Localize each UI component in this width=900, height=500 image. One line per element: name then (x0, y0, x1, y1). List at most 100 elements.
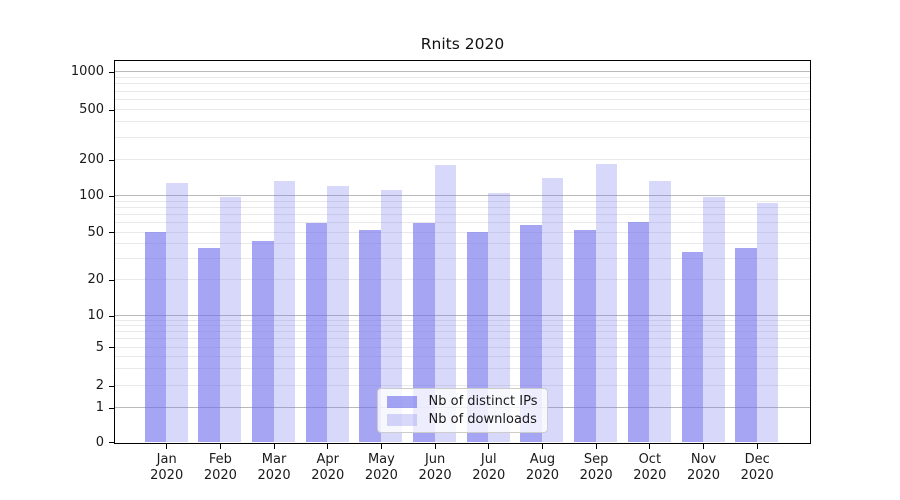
x-tick-label-jun: Jun 2020 (418, 452, 452, 483)
bar-downloads-nov (703, 197, 725, 442)
y-tick-mark-1000 (109, 71, 114, 73)
minor-gridline-500 (115, 109, 810, 110)
x-tick-label-may: May 2020 (364, 452, 398, 483)
x-tick-mark-aug (541, 444, 543, 449)
legend-swatch-distinct-ips (386, 395, 417, 408)
x-tick-mark-jan (166, 444, 168, 449)
plot-area: Nb of distinct IPs Nb of downloads (114, 60, 811, 444)
y-tick-mark-10 (109, 315, 114, 317)
minor-gridline-30 (115, 258, 810, 260)
minor-gridline-3 (115, 368, 810, 370)
minor-gridline-2 (115, 385, 810, 386)
minor-gridline-8 (115, 325, 810, 327)
x-tick-mark-may (380, 444, 382, 449)
grid-layer (115, 61, 810, 443)
x-tick-mark-nov (703, 444, 704, 449)
legend-item-distinct-ips: Nb of distinct IPs (386, 394, 538, 409)
minor-gridline-6 (115, 338, 810, 340)
bar-distinct-ips-may (359, 230, 381, 442)
bar-downloads-sep (595, 163, 618, 442)
minor-gridline-200 (115, 159, 810, 160)
bar-distinct-ips-jan (144, 232, 167, 442)
major-gridline-100 (115, 195, 810, 196)
bar-layer (115, 61, 810, 443)
x-tick-label-sep: Sep 2020 (579, 452, 613, 483)
bar-distinct-ips-dec (735, 247, 757, 442)
minor-gridline-70 (115, 213, 810, 215)
x-tick-label-jan: Jan 2020 (150, 452, 184, 483)
legend-label-distinct-ips: Nb of distinct IPs (428, 394, 538, 409)
bar-downloads-jul (488, 192, 510, 442)
x-tick-label-dec: Dec 2020 (740, 452, 774, 483)
minor-gridline-600 (115, 99, 810, 100)
bar-downloads-jun (434, 165, 457, 442)
legend-item-downloads: Nb of downloads (386, 412, 538, 427)
bar-distinct-ips-feb (198, 247, 220, 442)
bar-distinct-ips-aug (520, 225, 542, 442)
minor-gridline-40 (115, 243, 810, 245)
x-tick-mark-sep (595, 444, 597, 449)
y-tick-mark-200 (109, 159, 114, 161)
x-tick-mark-mar (273, 444, 275, 449)
y-tick-label-2: 2 (95, 378, 104, 393)
minor-gridline-80 (115, 206, 810, 208)
y-tick-mark-0 (109, 442, 114, 443)
x-tick-mark-feb (219, 444, 221, 449)
bar-downloads-aug (541, 178, 564, 442)
x-tick-mark-oct (649, 444, 651, 449)
x-tick-label-jul: Jul 2020 (472, 452, 506, 483)
y-tick-mark-5 (109, 347, 114, 349)
y-tick-label-200: 200 (79, 152, 104, 167)
bar-distinct-ips-jun (413, 223, 435, 442)
chart-title: Rnits 2020 (420, 35, 505, 53)
minor-gridline-50 (115, 231, 810, 233)
bar-distinct-ips-oct (627, 221, 650, 442)
y-tick-label-5: 5 (95, 339, 104, 355)
bar-downloads-dec (756, 203, 779, 442)
minor-gridline-7 (115, 331, 810, 333)
legend-label-downloads: Nb of downloads (428, 412, 537, 427)
y-tick-label-0: 0 (95, 434, 104, 450)
x-tick-label-aug: Aug 2020 (525, 452, 559, 483)
x-tick-label-apr: Apr 2020 (311, 452, 345, 483)
x-tick-label-mar: Mar 2020 (257, 452, 291, 483)
x-tick-mark-apr (327, 444, 329, 449)
y-tick-label-100: 100 (79, 188, 104, 203)
y-tick-mark-500 (109, 109, 114, 111)
bar-downloads-may (380, 189, 403, 442)
minor-gridline-20 (115, 279, 810, 280)
y-tick-mark-100 (109, 195, 114, 197)
x-tick-label-nov: Nov 2020 (686, 452, 721, 483)
major-gridline-1000 (115, 71, 810, 72)
y-tick-label-1: 1 (95, 400, 104, 416)
minor-gridline-400 (115, 121, 810, 123)
minor-gridline-5 (115, 346, 810, 348)
bar-downloads-feb (219, 197, 242, 442)
bar-downloads-mar (273, 180, 296, 442)
y-tick-mark-1 (109, 407, 114, 409)
minor-gridline-300 (115, 136, 810, 138)
y-tick-label-50: 50 (87, 224, 104, 240)
y-tick-mark-50 (109, 232, 114, 234)
minor-gridline-800 (115, 83, 810, 85)
minor-gridline-60 (115, 222, 810, 224)
bar-distinct-ips-mar (252, 241, 274, 442)
y-tick-label-20: 20 (87, 272, 104, 287)
bar-distinct-ips-sep (574, 230, 596, 442)
x-tick-mark-jul (488, 444, 490, 449)
minor-gridline-900 (115, 76, 810, 78)
bar-distinct-ips-apr (305, 222, 328, 442)
x-tick-label-oct: Oct 2020 (633, 452, 667, 483)
bar-distinct-ips-nov (681, 252, 703, 442)
bar-downloads-oct (649, 181, 671, 442)
bar-downloads-jan (166, 183, 188, 442)
y-tick-label-10: 10 (87, 308, 104, 323)
y-tick-mark-20 (109, 279, 114, 281)
minor-gridline-9 (115, 319, 810, 321)
x-tick-mark-dec (756, 444, 758, 449)
minor-gridline-700 (115, 90, 810, 92)
minor-gridline-90 (115, 200, 810, 202)
y-tick-label-1000: 1000 (70, 64, 104, 79)
x-tick-label-feb: Feb 2020 (203, 452, 237, 483)
